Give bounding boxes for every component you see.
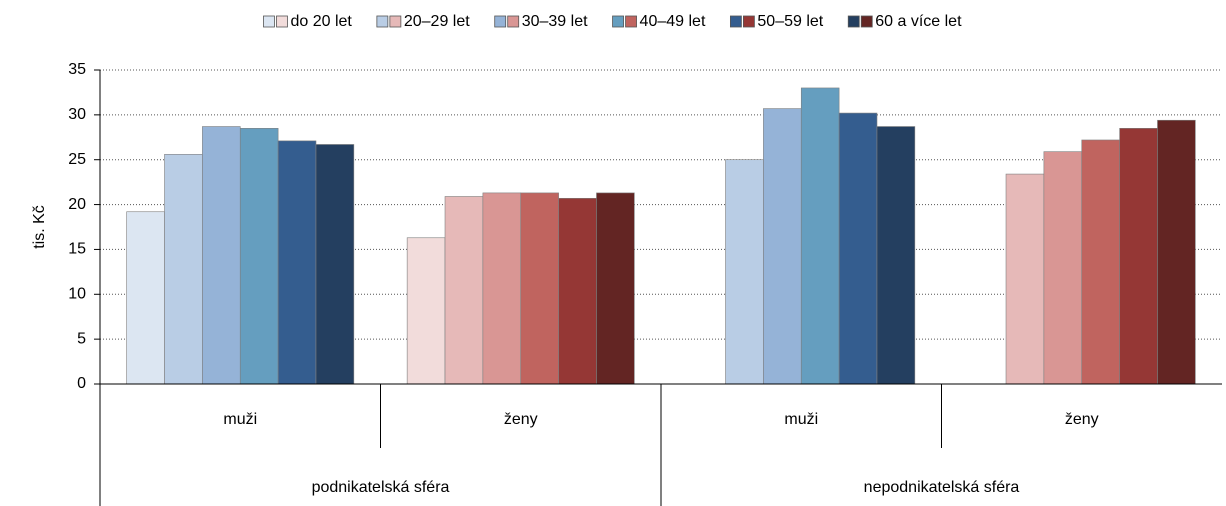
bar [482,192,522,385]
y-tick-label: 30 [68,106,86,123]
legend-label: 40–49 let [640,13,706,30]
x-tick-label: ženy [1065,411,1099,428]
y-tick-label: 35 [68,61,86,78]
bar [763,108,802,385]
bar [1081,139,1120,385]
legend-label: 20–29 let [404,13,470,30]
legend-swatch [612,15,624,28]
bar [876,126,916,385]
y-tick-label: 5 [77,330,86,347]
bar [725,159,764,385]
y-tick-label: 10 [68,286,86,303]
legend-swatch [376,15,389,28]
y-tick-label: 20 [68,196,86,213]
bar [202,126,241,385]
legend-swatch [860,15,873,28]
y-axis-label: tis. Kč [31,205,48,249]
legend-swatch [742,15,755,28]
bar [444,196,484,385]
legend-label: 60 a více let [875,13,962,30]
x-tick-label: muži [784,411,818,428]
bar [520,192,559,385]
legend-swatch [276,15,288,28]
x-tick-label: ženy [504,411,538,428]
bar [1005,173,1045,385]
bar [1043,151,1083,385]
legend-label: 50–59 let [757,13,823,30]
legend-swatch [625,15,637,28]
bar [315,144,355,385]
bar [126,211,165,385]
bar [558,197,597,385]
y-tick-label: 15 [68,241,86,258]
y-tick-label: 25 [68,151,86,168]
group-label: podnikatelská sféra [312,479,450,496]
legend-swatch [494,15,507,28]
bar [164,154,203,385]
bar [596,192,635,385]
legend-swatch [507,15,520,28]
bar [800,87,840,385]
bar [406,237,446,385]
bar [277,140,317,385]
bar [1119,128,1158,385]
legend-swatch [389,15,402,28]
legend-label: do 20 let [290,13,352,30]
bar [838,112,878,385]
legend-swatch [847,15,860,28]
group-label: nepodnikatelská sféra [864,479,1020,496]
y-tick-label: 0 [77,375,86,392]
x-tick-label: muži [223,411,257,428]
bar [239,128,279,385]
legend-swatch [729,15,742,28]
bar [1157,119,1196,385]
legend-swatch [263,15,275,28]
legend-label: 30–39 let [522,13,588,30]
